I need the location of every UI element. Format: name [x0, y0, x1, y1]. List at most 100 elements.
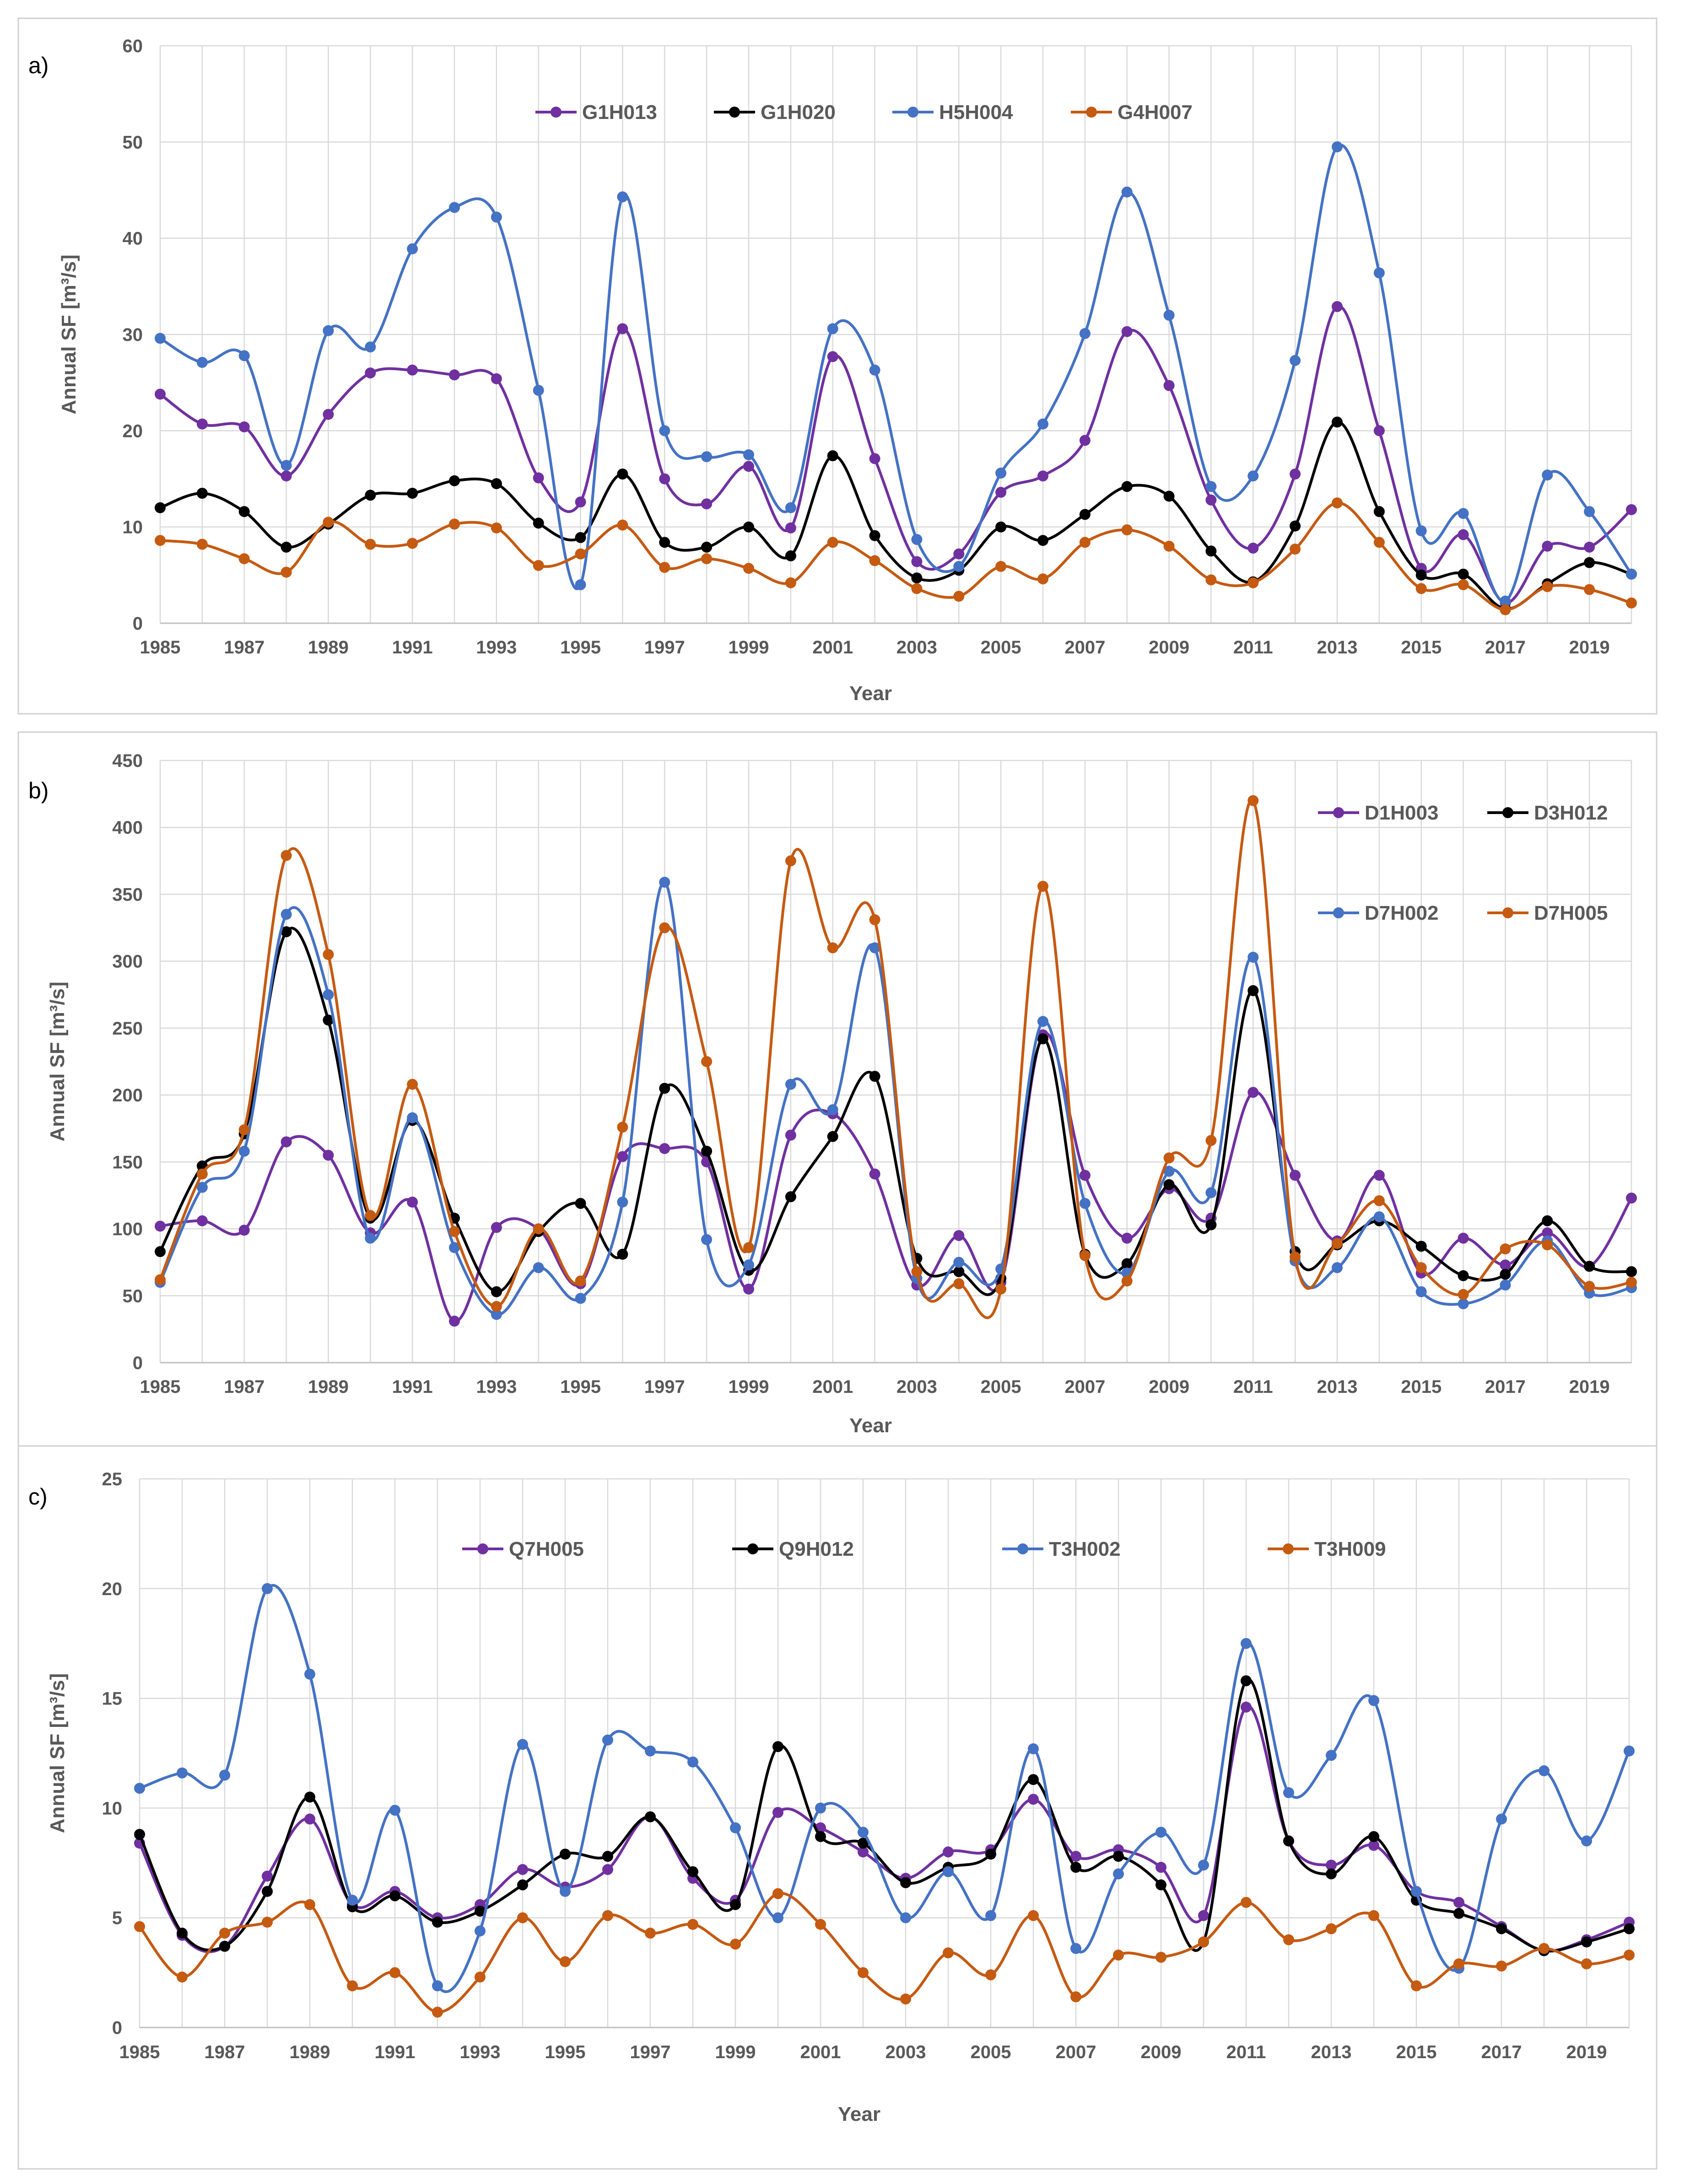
- data-point-D7H002: [869, 942, 880, 954]
- data-point-T3H009: [1624, 1949, 1635, 1961]
- data-point-D7H005: [953, 1278, 965, 1289]
- x-tick-label: 1997: [644, 1377, 685, 1397]
- data-point-G4H007: [785, 577, 796, 588]
- data-point-D7H002: [701, 1234, 713, 1245]
- data-point-Q9H012: [134, 1829, 145, 1840]
- data-point-T3H009: [645, 1927, 656, 1939]
- y-tick-label: 300: [112, 952, 143, 972]
- data-point-T3H002: [560, 1886, 571, 1897]
- data-point-H5H004: [1290, 355, 1301, 366]
- data-point-Q7H005: [943, 1846, 954, 1858]
- data-point-Q7H005: [1198, 1910, 1209, 1921]
- y-tick-label: 400: [112, 818, 143, 838]
- legend-label-D1H003: D1H003: [1365, 802, 1438, 824]
- data-point-D7H005: [1121, 1275, 1133, 1287]
- data-point-Q9H012: [304, 1791, 315, 1803]
- data-point-T3H009: [900, 1993, 911, 2005]
- data-point-Q7H005: [858, 1846, 869, 1858]
- data-point-Q9H012: [1070, 1861, 1081, 1873]
- data-point-H5H004: [1584, 506, 1595, 517]
- x-tick-label: 2019: [1569, 1377, 1610, 1397]
- data-point-G4H007: [1373, 537, 1385, 548]
- data-point-G4H007: [533, 560, 544, 571]
- data-point-G1H020: [281, 541, 292, 553]
- legend-label-Q7H005: Q7H005: [509, 1538, 584, 1560]
- x-tick-label: 1995: [545, 2042, 586, 2062]
- x-tick-label: 2019: [1566, 2042, 1607, 2062]
- data-point-T3H002: [347, 1894, 358, 1906]
- legend-marker-H5H004: [907, 107, 918, 118]
- data-point-G4H007: [743, 563, 754, 574]
- data-point-G1H013: [659, 473, 670, 485]
- data-point-Q7H005: [262, 1871, 273, 1882]
- data-point-H5H004: [1626, 568, 1637, 580]
- data-point-T3H009: [1198, 1936, 1209, 1947]
- data-point-D7H005: [1037, 880, 1048, 892]
- data-point-G1H020: [1037, 535, 1048, 546]
- data-point-D7H005: [995, 1283, 1007, 1295]
- x-tick-label: 1999: [729, 1377, 769, 1397]
- data-point-H5H004: [407, 243, 418, 254]
- data-point-D7H005: [1247, 795, 1259, 806]
- x-axis-title: Year: [838, 2103, 880, 2125]
- data-point-H5H004: [785, 502, 796, 513]
- data-point-Q9H012: [1028, 1774, 1039, 1785]
- x-tick-label: 2017: [1485, 637, 1526, 658]
- data-point-G1H020: [491, 478, 502, 489]
- data-point-D1H003: [659, 1143, 670, 1154]
- data-point-Q7H005: [1241, 1701, 1252, 1713]
- x-tick-label: 1995: [560, 1377, 601, 1397]
- data-point-Q9H012: [815, 1831, 826, 1842]
- x-tick-label: 2001: [812, 637, 853, 658]
- x-tick-label: 1999: [729, 637, 769, 658]
- data-point-H5H004: [995, 467, 1007, 479]
- data-point-G1H013: [575, 496, 586, 507]
- data-point-H5H004: [1163, 309, 1175, 321]
- data-point-G1H013: [1121, 326, 1133, 337]
- data-point-T3H009: [262, 1916, 273, 1928]
- x-tick-label: 2007: [1064, 1377, 1105, 1397]
- x-tick-label: 2011: [1233, 637, 1273, 658]
- x-tick-label: 2001: [812, 1377, 853, 1397]
- data-point-T3H009: [1028, 1910, 1039, 1921]
- data-point-D7H005: [1500, 1243, 1511, 1255]
- data-point-G1H020: [1415, 569, 1427, 581]
- data-point-D1H003: [1500, 1259, 1511, 1271]
- data-point-T3H009: [602, 1910, 613, 1921]
- data-point-T3H009: [730, 1938, 741, 1950]
- data-point-D7H002: [1332, 1262, 1343, 1273]
- data-point-Q7H005: [1368, 1839, 1379, 1851]
- data-point-D7H002: [281, 909, 292, 920]
- data-point-T3H002: [304, 1668, 315, 1680]
- data-point-H5H004: [869, 364, 880, 376]
- data-point-T3H002: [772, 1912, 783, 1924]
- data-point-H5H004: [1079, 328, 1091, 339]
- data-point-D7H002: [743, 1259, 754, 1271]
- data-point-D7H002: [1205, 1187, 1217, 1198]
- legend-marker-D1H003: [1333, 807, 1344, 818]
- data-point-D7H002: [785, 1079, 796, 1090]
- x-tick-label: 1989: [290, 2042, 330, 2062]
- data-point-G4H007: [1163, 540, 1175, 552]
- data-point-D7H005: [1332, 1238, 1343, 1249]
- data-point-T3H002: [1624, 1745, 1635, 1757]
- x-tick-label: 1989: [308, 1377, 349, 1397]
- data-point-G1H013: [323, 409, 334, 420]
- data-point-T3H002: [1155, 1827, 1166, 1838]
- data-point-G1H020: [659, 537, 670, 548]
- x-tick-label: 1993: [460, 2042, 501, 2062]
- y-axis-title: Annual SF [m³/s]: [46, 981, 69, 1142]
- y-tick-label: 15: [102, 1689, 123, 1709]
- data-point-D7H005: [1542, 1239, 1553, 1251]
- data-point-G1H020: [1290, 520, 1301, 532]
- data-point-H5H004: [1205, 481, 1217, 492]
- data-point-G4H007: [701, 553, 713, 565]
- data-point-G1H013: [1332, 301, 1343, 312]
- data-point-D3H012: [953, 1266, 965, 1278]
- data-point-D1H003: [869, 1168, 880, 1180]
- data-point-T3H002: [1198, 1860, 1209, 1871]
- data-point-D1H003: [1290, 1170, 1301, 1181]
- data-point-G1H013: [1458, 529, 1469, 540]
- y-tick-label: 250: [112, 1019, 143, 1039]
- data-point-T3H009: [858, 1967, 869, 1979]
